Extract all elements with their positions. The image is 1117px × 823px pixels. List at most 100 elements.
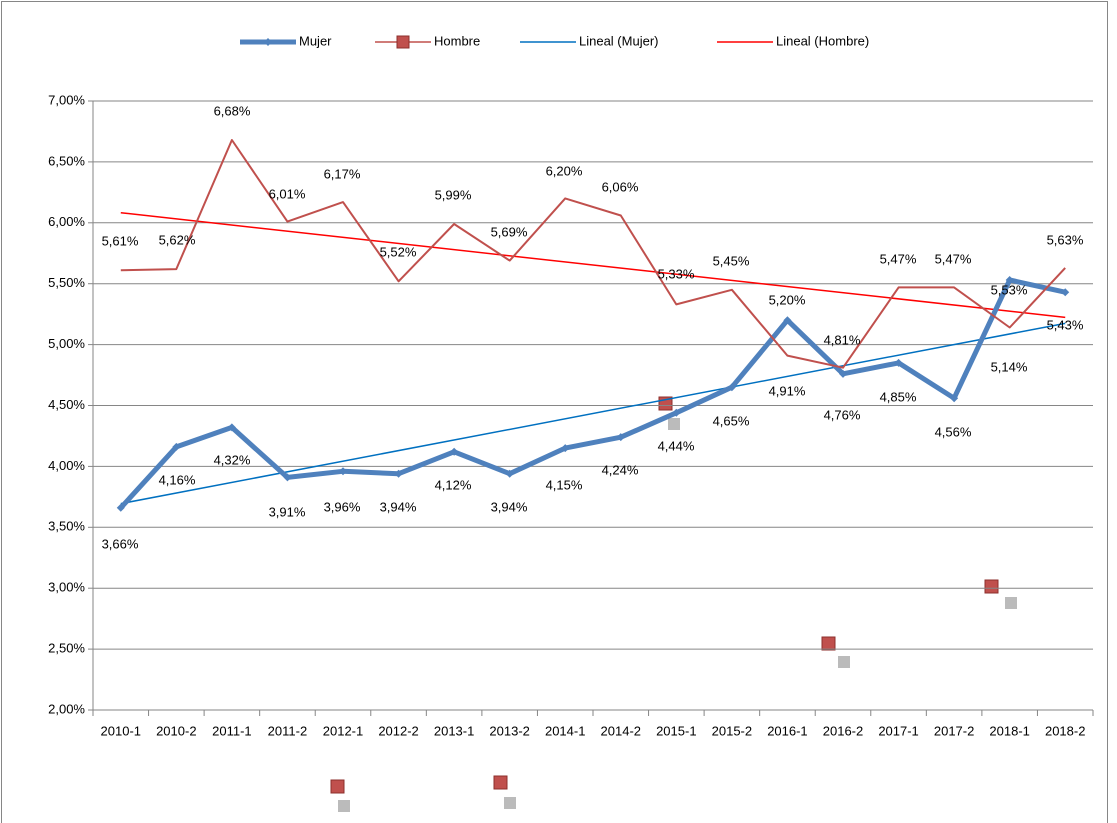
data-label: 4,81% [824,332,861,347]
data-label: 6,17% [324,166,361,181]
marker-shadow [838,656,850,668]
data-label: 4,24% [602,462,639,477]
legend-label: Hombre [434,33,480,48]
x-tick-label: 2015-1 [656,723,696,738]
y-tick-label: 6,00% [48,214,85,229]
legend-marker [396,35,410,49]
x-tick-label: 2018-1 [989,723,1029,738]
x-tick-label: 2010-1 [101,723,141,738]
point [172,442,181,451]
stray-marker [984,579,999,594]
data-label: 5,53% [991,282,1028,297]
point [1061,288,1070,297]
point [783,316,792,325]
series-line [118,277,1066,510]
x-tick-label: 2017-1 [878,723,918,738]
x-tick-label: 2016-2 [823,723,863,738]
y-tick-label: 2,50% [48,641,85,656]
y-tick-label: 5,00% [48,336,85,351]
x-tick-label: 2018-2 [1045,723,1085,738]
y-tick-label: 6,50% [48,153,85,168]
stray-marker [493,775,508,790]
data-label: 3,94% [380,499,417,514]
x-tick-label: 2014-1 [545,723,585,738]
data-label: 4,76% [824,407,861,422]
data-label: 5,47% [935,251,972,266]
y-tick-label: 2,00% [48,701,85,716]
y-tick-label: 5,50% [48,275,85,290]
point [727,383,736,392]
data-label: 5,63% [1047,232,1084,247]
stray-marker [330,779,345,794]
data-label: 6,01% [269,186,306,201]
point [505,469,514,478]
data-label: 4,32% [214,452,251,467]
trendline [120,322,1066,505]
data-label: 3,94% [491,499,528,514]
data-label: 4,65% [713,413,750,428]
x-tick-label: 2012-1 [323,723,363,738]
marker-shadow [1005,597,1017,609]
data-label: 5,61% [102,233,139,248]
x-tick-label: 2013-1 [434,723,474,738]
point [283,473,292,482]
data-label: 3,66% [102,536,139,551]
point [839,369,847,378]
stray-marker [821,636,836,651]
x-tick-label: 2013-2 [489,723,529,738]
data-label: 4,12% [435,477,472,492]
trendline [120,211,1066,319]
data-label: 3,91% [269,504,306,519]
x-tick-label: 2014-2 [601,723,641,738]
marker-shadow [504,797,516,809]
legend-label: Lineal (Hombre) [776,33,869,48]
x-tick-label: 2017-2 [934,723,974,738]
data-label: 6,68% [214,103,251,118]
point [1005,276,1014,285]
legend-label: Mujer [299,33,332,48]
x-tick-label: 2012-2 [378,723,418,738]
legend-label: Lineal (Mujer) [579,33,658,48]
marker-shadow [338,800,350,812]
data-label: 6,06% [602,179,639,194]
y-tick-label: 4,00% [48,458,85,473]
data-label: 4,15% [546,477,583,492]
legend-marker [264,38,272,46]
x-tick-label: 2011-1 [212,723,252,738]
data-label: 3,96% [324,499,361,514]
x-tick-label: 2016-1 [767,723,807,738]
point [450,447,459,456]
marker-shadow [668,418,680,430]
point [950,394,959,403]
data-label: 5,52% [380,244,417,259]
stray-markers [330,396,1017,812]
data-label: 4,16% [159,472,196,487]
data-label: 6,20% [546,163,583,178]
data-label: 4,56% [935,424,972,439]
point [616,433,625,442]
point [116,503,125,512]
point [394,469,403,478]
point [672,408,681,417]
point [561,444,570,453]
data-label: 4,44% [658,438,695,453]
data-label: 4,91% [769,383,806,398]
data-label: 5,69% [491,224,528,239]
data-label: 5,33% [658,266,695,281]
point [894,358,903,367]
x-tick-label: 2011-2 [268,723,308,738]
data-label: 5,45% [713,253,750,268]
y-tick-label: 3,50% [48,519,85,534]
x-tick-label: 2015-2 [712,723,752,738]
x-tick-label: 2010-2 [156,723,196,738]
y-tick-label: 4,50% [48,397,85,412]
series-line [120,139,1066,369]
data-label: 4,85% [880,389,917,404]
data-label: 5,14% [991,359,1028,374]
data-label: 5,47% [880,251,917,266]
data-label: 5,99% [435,187,472,202]
data-label: 5,62% [159,232,196,247]
data-label: 5,43% [1047,317,1084,332]
